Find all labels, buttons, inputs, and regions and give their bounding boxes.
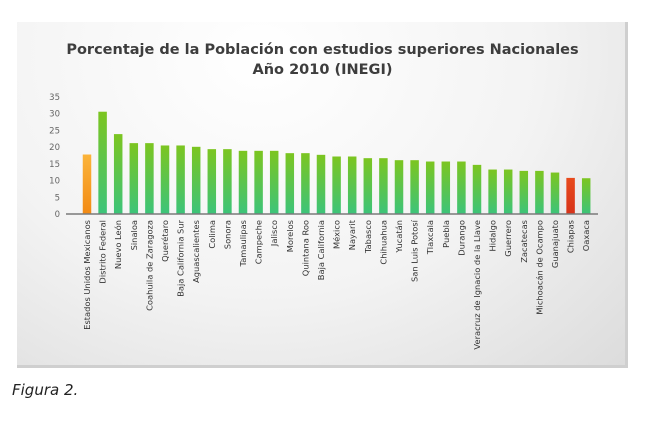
bar — [129, 143, 139, 214]
x-tick-label: Oaxaca — [581, 220, 591, 251]
x-tick-label: San Luis Potosí — [410, 219, 420, 282]
bar — [207, 149, 217, 214]
bar — [457, 161, 466, 214]
x-tick-label: Baja California Sur — [176, 219, 186, 296]
bar — [347, 156, 357, 214]
bar — [160, 145, 170, 214]
x-tick-label: Coahuila de Zaragoza — [144, 220, 154, 311]
x-tick-label: Distrito Federal — [98, 220, 108, 284]
x-tick-label: Guerrero — [503, 220, 513, 257]
bar — [145, 143, 154, 214]
bar — [441, 161, 451, 214]
x-tick-label: Chiapas — [566, 220, 576, 253]
bar — [519, 170, 529, 214]
bar — [566, 177, 575, 214]
x-tick-label: Veracruz de Ignacio de la Llave — [472, 220, 482, 350]
x-tick-label: Sinaloa — [129, 220, 139, 250]
x-tick-label: Guanajuato — [550, 220, 560, 268]
bar — [363, 158, 373, 214]
x-tick-label: Jalisco — [269, 220, 279, 247]
x-tick-label: México — [332, 220, 342, 249]
bar — [410, 160, 419, 214]
bar — [82, 154, 92, 214]
bar — [425, 161, 435, 214]
y-axis: 0 5 10 15 20 25 30 35 — [49, 93, 60, 220]
x-tick-label: Campeche — [254, 220, 264, 264]
bar — [394, 160, 404, 214]
x-tick-label: Zacatecas — [519, 220, 529, 263]
y-tick-label: 35 — [49, 93, 60, 103]
chart-title-line1: Porcentaje de la Población con estudios … — [66, 42, 579, 58]
y-tick-label: 30 — [49, 110, 60, 120]
x-tick-label: Durango — [456, 220, 466, 256]
y-tick-label: 0 — [55, 210, 60, 220]
bar — [581, 178, 591, 214]
bar — [301, 153, 310, 214]
bar — [316, 154, 326, 214]
bar — [332, 156, 341, 214]
x-tick-label: Hidalgo — [488, 220, 498, 252]
figure-caption: Figura 2. — [12, 381, 79, 399]
bar — [503, 169, 513, 214]
x-tick-label: Quintana Roo — [300, 220, 310, 276]
bars — [82, 111, 591, 214]
x-tick-label: Chihuahua — [378, 220, 388, 265]
x-tick-label: Aguascalientes — [191, 220, 201, 283]
bar — [113, 134, 123, 214]
bar — [223, 149, 232, 214]
bar — [488, 169, 497, 214]
x-tick-label: Yucatán — [394, 220, 404, 254]
bar — [238, 150, 248, 214]
y-tick-label: 5 — [55, 193, 60, 203]
bar — [535, 170, 544, 214]
x-tick-label: Nayarit — [347, 219, 357, 250]
bar — [550, 172, 560, 214]
x-tick-label: Sonora — [222, 220, 232, 249]
bar — [269, 150, 279, 214]
bar — [254, 150, 263, 214]
chart-subtitle: Año 2010 (INEGI) — [252, 62, 393, 78]
bar — [472, 164, 482, 214]
x-tick-label: Michoacán de Ocampo — [534, 220, 544, 315]
chart-title: Porcentaje de la Población con estudios … — [17, 40, 628, 80]
x-tick-label: Querétaro — [160, 220, 170, 262]
y-tick-label: 10 — [49, 177, 60, 187]
x-tick-label: Tlaxcala — [425, 220, 435, 255]
bar — [285, 153, 295, 214]
x-tick-label: Estados Unidos Mexicanos — [82, 220, 92, 330]
bar — [98, 111, 107, 214]
x-tick-label: Morelos — [285, 220, 295, 252]
x-tick-label: Tamaulipas — [238, 220, 248, 268]
bar — [379, 158, 388, 214]
x-tick-label: Puebla — [441, 220, 451, 248]
y-tick-label: 15 — [49, 160, 60, 170]
x-tick-label: Nuevo León — [113, 220, 123, 269]
y-tick-label: 25 — [49, 126, 60, 136]
x-tick-label: Tabasco — [363, 220, 373, 254]
bar — [191, 146, 201, 214]
bar — [176, 145, 185, 214]
x-tick-label: Colima — [207, 220, 217, 249]
x-axis-labels: Estados Unidos Mexicanos Distrito Federal… — [82, 219, 591, 349]
x-tick-label: Baja California — [316, 220, 326, 280]
y-tick-label: 20 — [49, 143, 60, 153]
